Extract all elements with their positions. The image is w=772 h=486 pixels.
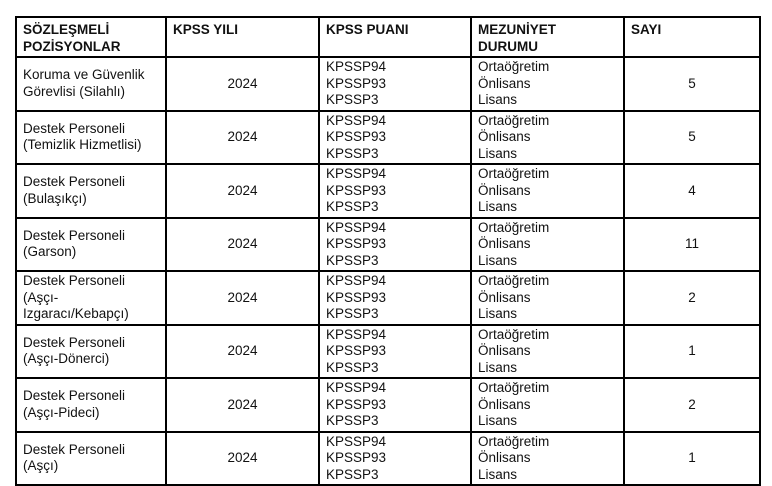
cell-count: 1	[623, 323, 761, 379]
cell-count: 1	[623, 430, 761, 486]
cell-kpss-year: 2024	[165, 323, 320, 379]
cell-graduation: Ortaöğretim Önlisans Lisans	[470, 163, 625, 219]
cell-position: Destek Personeli (Temizlik Hizmetlisi)	[15, 109, 167, 165]
cell-graduation: Ortaöğretim Önlisans Lisans	[470, 377, 625, 433]
table-row: Destek Personeli (Aşçı-Pideci) 2024 KPSS…	[15, 377, 761, 433]
cell-kpss-scores: KPSSP94 KPSSP93 KPSSP3	[318, 109, 472, 165]
cell-position: Destek Personeli (Aşçı- Izgaracı/Kebapçı…	[15, 270, 167, 326]
cell-graduation: Ortaöğretim Önlisans Lisans	[470, 109, 625, 165]
cell-kpss-scores: KPSSP94 KPSSP93 KPSSP3	[318, 323, 472, 379]
column-header-kpss-year: KPSS YILI	[165, 16, 320, 58]
cell-graduation: Ortaöğretim Önlisans Lisans	[470, 430, 625, 486]
cell-kpss-year: 2024	[165, 163, 320, 219]
table-row: Destek Personeli (Temizlik Hizmetlisi) 2…	[15, 109, 761, 165]
cell-position: Destek Personeli (Aşçı-Pideci)	[15, 377, 167, 433]
positions-table: SÖZLEŞMELİ POZİSYONLAR KPSS YILI KPSS PU…	[15, 16, 761, 486]
column-header-graduation: MEZUNİYET DURUMU	[470, 16, 625, 58]
cell-kpss-scores: KPSSP94 KPSSP93 KPSSP3	[318, 216, 472, 272]
table-row: Destek Personeli (Aşçı) 2024 KPSSP94 KPS…	[15, 430, 761, 486]
cell-kpss-scores: KPSSP94 KPSSP93 KPSSP3	[318, 163, 472, 219]
cell-kpss-scores: KPSSP94 KPSSP93 KPSSP3	[318, 56, 472, 112]
cell-graduation: Ortaöğretim Önlisans Lisans	[470, 323, 625, 379]
cell-kpss-year: 2024	[165, 430, 320, 486]
table-header-row: SÖZLEŞMELİ POZİSYONLAR KPSS YILI KPSS PU…	[15, 16, 761, 58]
cell-kpss-scores: KPSSP94 KPSSP93 KPSSP3	[318, 377, 472, 433]
table-row: Destek Personeli (Aşçı-Dönerci) 2024 KPS…	[15, 323, 761, 379]
table-row: Destek Personeli (Bulaşıkçı) 2024 KPSSP9…	[15, 163, 761, 219]
cell-position: Destek Personeli (Aşçı-Dönerci)	[15, 323, 167, 379]
cell-kpss-scores: KPSSP94 KPSSP93 KPSSP3	[318, 430, 472, 486]
cell-position: Destek Personeli (Aşçı)	[15, 430, 167, 486]
column-header-position: SÖZLEŞMELİ POZİSYONLAR	[15, 16, 167, 58]
cell-graduation: Ortaöğretim Önlisans Lisans	[470, 270, 625, 326]
column-header-kpss-score: KPSS PUANI	[318, 16, 472, 58]
cell-position: Destek Personeli (Garson)	[15, 216, 167, 272]
cell-graduation: Ortaöğretim Önlisans Lisans	[470, 56, 625, 112]
cell-count: 5	[623, 56, 761, 112]
cell-position: Koruma ve Güvenlik Görevlisi (Silahlı)	[15, 56, 167, 112]
cell-count: 2	[623, 270, 761, 326]
table-row: Destek Personeli (Aşçı- Izgaracı/Kebapçı…	[15, 270, 761, 326]
positions-table-container: SÖZLEŞMELİ POZİSYONLAR KPSS YILI KPSS PU…	[15, 16, 761, 486]
cell-kpss-scores: KPSSP94 KPSSP93 KPSSP3	[318, 270, 472, 326]
cell-kpss-year: 2024	[165, 270, 320, 326]
column-header-count: SAYI	[623, 16, 761, 58]
cell-count: 4	[623, 163, 761, 219]
cell-kpss-year: 2024	[165, 56, 320, 112]
cell-kpss-year: 2024	[165, 109, 320, 165]
cell-count: 11	[623, 216, 761, 272]
cell-count: 2	[623, 377, 761, 433]
cell-position: Destek Personeli (Bulaşıkçı)	[15, 163, 167, 219]
cell-kpss-year: 2024	[165, 377, 320, 433]
cell-count: 5	[623, 109, 761, 165]
cell-graduation: Ortaöğretim Önlisans Lisans	[470, 216, 625, 272]
table-row: Koruma ve Güvenlik Görevlisi (Silahlı) 2…	[15, 56, 761, 112]
table-row: Destek Personeli (Garson) 2024 KPSSP94 K…	[15, 216, 761, 272]
cell-kpss-year: 2024	[165, 216, 320, 272]
